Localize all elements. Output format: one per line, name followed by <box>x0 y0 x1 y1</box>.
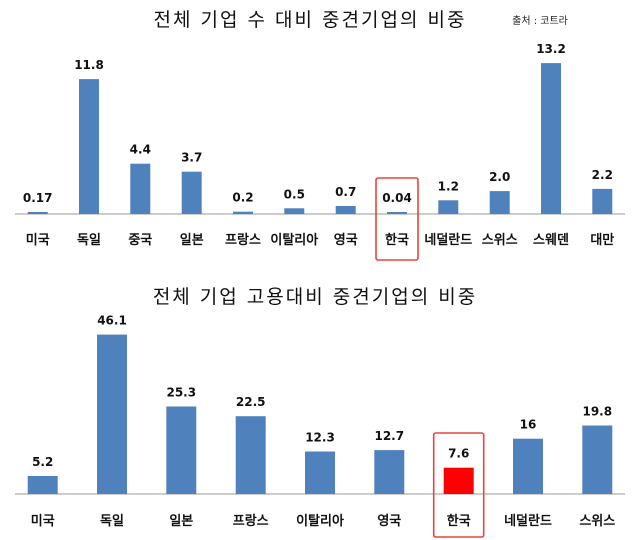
c1-bar <box>130 163 151 214</box>
c2-category-label: 독일 <box>100 514 124 529</box>
c1-category-label: 한국 <box>385 232 409 248</box>
c1-category-label: 영국 <box>334 233 358 248</box>
c2-value-label: 19.8 <box>582 405 612 419</box>
c1-value-label: 4.4 <box>130 143 151 157</box>
c1-value-label: 11.8 <box>74 58 104 72</box>
c2-value-label: 22.5 <box>236 395 266 409</box>
c1-bar <box>79 79 99 214</box>
c2-bar <box>27 476 58 494</box>
source-note: 출처 : 코트라 <box>512 15 568 27</box>
c1-value-label: 1.2 <box>438 179 459 193</box>
c1-value-label: 0.2 <box>232 191 253 205</box>
c2-bar <box>97 334 127 494</box>
c1-value-label: 13.2 <box>536 42 566 56</box>
c2-value-label: 46.1 <box>97 314 127 328</box>
c1-value-label: 0.7 <box>335 185 356 199</box>
c1-category-label: 미국 <box>26 232 50 248</box>
chart-enterprise-count: 전체 기업 수 대비 중견기업의 비중 출처 : 코트라 0.17 11.8 4.4… <box>15 9 625 261</box>
c1-bar <box>541 63 561 214</box>
c1-category-label: 네덜란드 <box>424 232 472 248</box>
c1-category-label: 독일 <box>77 233 101 248</box>
c2-category-label: 네덜란드 <box>504 513 552 529</box>
c2-bar <box>443 467 474 494</box>
c2-category-label: 이탈리아 <box>296 513 344 529</box>
chart2-title: 전체 기업 고용대비 중견기업의 비중 <box>153 286 477 308</box>
c2-value-label: 7.6 <box>448 447 469 461</box>
c2-category-label: 미국 <box>31 513 55 529</box>
c2-value-label: 16 <box>520 418 537 432</box>
c1-value-label: 3.7 <box>181 151 202 165</box>
c1-bar <box>489 191 510 214</box>
c2-category-label: 프랑스 <box>233 514 269 529</box>
c1-category-label: 스웨덴 <box>533 232 569 248</box>
c1-bar <box>181 171 202 214</box>
c1-value-label: 0.04 <box>382 191 412 205</box>
c2-value-label: 12.3 <box>305 431 335 445</box>
c1-bar <box>27 212 48 214</box>
c1-value-label: 2.0 <box>489 170 510 184</box>
c2-category-label: 스위스 <box>579 514 615 529</box>
chart1-title: 전체 기업 수 대비 중견기업의 비중 <box>154 9 467 31</box>
c2-category-label: 영국 <box>377 514 401 529</box>
c1-category-label: 대만 <box>590 232 614 248</box>
c1-value-label: 2.2 <box>592 168 613 182</box>
c1-category-label: 프랑스 <box>225 233 261 248</box>
c2-value-label: 12.7 <box>374 429 404 443</box>
c1-value-label: 0.5 <box>284 187 305 201</box>
c1-bar <box>284 208 305 214</box>
chart1-highlight-box <box>375 177 419 261</box>
c1-bar <box>438 200 459 214</box>
c2-category-label: 일본 <box>169 514 193 529</box>
c1-category-label: 중국 <box>128 233 152 248</box>
c1-value-label: 0.17 <box>23 191 53 205</box>
c1-bar <box>335 206 356 214</box>
c2-value-label: 25.3 <box>166 386 196 400</box>
c1-category-label: 이탈리아 <box>270 232 318 248</box>
c1-category-label: 일본 <box>180 233 204 248</box>
c1-category-label: 스위스 <box>482 233 518 248</box>
chart2-highlight-box <box>432 432 485 538</box>
c2-bar <box>374 450 405 494</box>
c2-bar <box>582 425 613 494</box>
c1-bar <box>592 188 613 214</box>
c2-category-label: 한국 <box>447 513 471 529</box>
c2-bar <box>513 438 543 494</box>
c2-bar <box>305 451 335 494</box>
c2-bar <box>166 406 197 494</box>
c1-bar <box>233 211 253 214</box>
c2-value-label: 5.2 <box>32 455 53 469</box>
c2-bar <box>235 416 266 494</box>
chart-employment: 전체 기업 고용대비 중견기업의 비중 5.2 46.1 25.3 22.5 12.3 1… <box>15 286 625 538</box>
c1-bar <box>387 212 407 214</box>
